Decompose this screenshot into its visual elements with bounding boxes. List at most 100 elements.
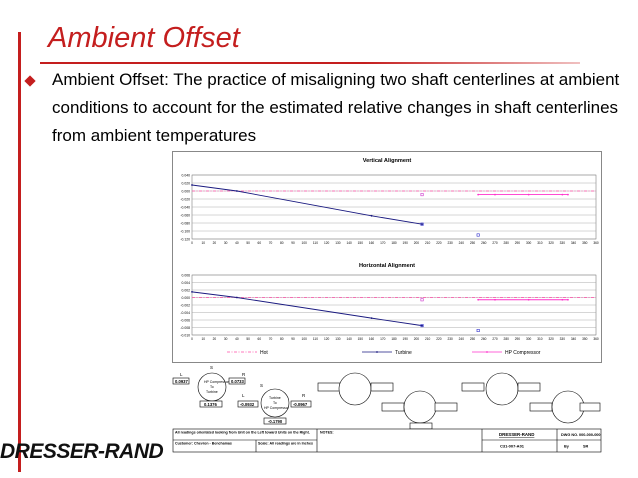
value-c2b: -0.1790 [268, 419, 283, 424]
title-block-company: DRESSER-RAND [499, 432, 534, 437]
x-tick-label-0-35: 350 [582, 241, 588, 245]
data-point-1-1 [420, 298, 424, 302]
x-tick-label-1-7: 70 [269, 337, 273, 341]
dresser-rand-logo: DRESSER-RAND [0, 440, 164, 464]
title-block-dwg-label: DWG NO. [561, 433, 578, 437]
y-tick-label-0-7: -0.100 [180, 229, 190, 233]
x-tick-label-0-32: 320 [548, 241, 554, 245]
value-l: 0.0937 [175, 379, 188, 384]
x-tick-label-0-11: 110 [313, 241, 318, 245]
series-marker-1-1-1 [235, 296, 238, 299]
series-marker-1-2-2 [527, 298, 530, 301]
x-tick-label-0-15: 150 [358, 241, 364, 245]
x-tick-label-0-24: 240 [459, 241, 465, 245]
legend-label-1: Turbine [395, 350, 412, 356]
x-tick-label-1-9: 90 [291, 337, 295, 341]
x-tick-label-1-5: 50 [246, 337, 250, 341]
x-tick-label-0-17: 170 [380, 241, 386, 245]
series-marker-0-1-2 [370, 214, 373, 217]
series-marker-1-1-0 [191, 290, 193, 293]
x-tick-label-0-28: 280 [504, 241, 510, 245]
blank-circle-2 [403, 390, 437, 424]
y-tick-label-1-0: 0.006 [182, 273, 191, 277]
x-tick-label-1-17: 170 [380, 337, 386, 341]
x-tick-label-1-19: 190 [403, 337, 409, 341]
blank-circle-1 [338, 372, 372, 406]
chart-title-0: Vertical Alignment [363, 158, 412, 164]
x-tick-label-0-27: 270 [492, 241, 498, 245]
series-marker-1-2-0 [477, 298, 480, 301]
body-text: Ambient Offset: The practice of misalign… [52, 70, 620, 145]
series-marker-1-1-3 [421, 324, 423, 327]
x-tick-label-0-4: 40 [235, 241, 239, 245]
value-r: 0.0733 [231, 379, 244, 384]
x-tick-label-0-29: 290 [515, 241, 521, 245]
x-tick-label-1-32: 320 [548, 337, 554, 341]
legend-marker-2 [486, 351, 488, 353]
y-tick-label-0-5: -0.060 [180, 213, 190, 217]
s-label-1: S [210, 365, 213, 370]
c2-line3: HP Compressor [264, 406, 290, 410]
data-point-0-2 [476, 233, 480, 237]
x-tick-label-0-10: 100 [302, 241, 308, 245]
blank-box-6 [461, 382, 485, 392]
x-tick-label-0-20: 200 [414, 241, 420, 245]
x-tick-label-0-9: 90 [291, 241, 295, 245]
y-tick-label-0-2: 0.000 [182, 189, 191, 193]
x-tick-label-0-16: 160 [369, 241, 375, 245]
slide-title: Ambient Offset [48, 22, 240, 54]
s-label-2: S [260, 383, 263, 388]
x-tick-label-1-15: 150 [358, 337, 364, 341]
turbine-to-compressor-circle [260, 388, 290, 418]
x-tick-label-1-12: 120 [324, 337, 330, 341]
x-tick-label-1-20: 200 [414, 337, 420, 341]
x-tick-label-1-11: 110 [313, 337, 318, 341]
x-tick-label-1-1: 10 [201, 337, 205, 341]
x-tick-label-1-27: 270 [492, 337, 498, 341]
alignment-charts: Vertical Alignment 0.040 0.020 0.000 -0.020 -… [172, 151, 602, 363]
x-tick-label-1-22: 220 [436, 337, 442, 341]
x-tick-label-1-24: 240 [459, 337, 465, 341]
x-tick-label-0-1: 10 [201, 241, 205, 245]
blank-box-9 [579, 402, 601, 412]
title-block-part: C31-007-A01 [500, 444, 525, 449]
series-marker-0-1-1 [235, 190, 238, 192]
x-tick-label-0-18: 180 [391, 241, 397, 245]
value-box-c2b [263, 417, 287, 425]
x-tick-label-1-6: 60 [258, 337, 262, 341]
x-tick-label-1-25: 250 [470, 337, 476, 341]
value-box-c2 [290, 400, 312, 408]
logo-text: DRESSER-RAND [0, 440, 164, 463]
chart-title-1: Horizontal Alignment [359, 263, 415, 269]
blank-box-3 [381, 402, 405, 412]
r-label-1: R [242, 372, 246, 377]
y-tick-label-1-6: -0.006 [180, 318, 190, 322]
value-box-b2 [237, 400, 259, 408]
title-block-by: SR [583, 445, 589, 449]
blank-circle-3 [485, 372, 519, 406]
x-tick-label-1-0: 0 [191, 337, 193, 341]
alignment-charts-svg: Vertical Alignment 0.040 0.020 0.000 -0.020 -… [172, 151, 602, 363]
y-tick-label-0-6: -0.080 [180, 221, 190, 225]
title-block [172, 428, 602, 453]
value-b2: -0.0932 [240, 402, 255, 407]
data-point-1-2 [476, 329, 480, 333]
y-tick-label-1-3: 0.000 [182, 296, 191, 300]
x-tick-label-0-7: 70 [269, 241, 273, 245]
x-tick-label-0-12: 120 [324, 241, 330, 245]
y-tick-label-1-7: -0.008 [180, 326, 190, 330]
title-block-notes: NOTES: [320, 431, 334, 435]
r-label-2: R [302, 393, 306, 398]
y-tick-label-0-0: 0.040 [182, 173, 191, 177]
series-marker-0-2-0 [477, 193, 480, 196]
x-tick-label-0-25: 250 [470, 241, 476, 245]
x-tick-label-0-23: 230 [447, 241, 453, 245]
value-b1: 0.1376 [204, 402, 217, 407]
x-tick-label-0-22: 220 [436, 241, 442, 245]
title-block-scale: Scale: All readings are in Inches [258, 442, 313, 446]
x-tick-label-0-0: 0 [191, 241, 193, 245]
x-tick-label-0-34: 340 [571, 241, 577, 245]
x-tick-label-1-10: 100 [302, 337, 308, 341]
x-tick-label-1-26: 260 [481, 337, 487, 341]
series-marker-0-1-3 [421, 223, 423, 226]
